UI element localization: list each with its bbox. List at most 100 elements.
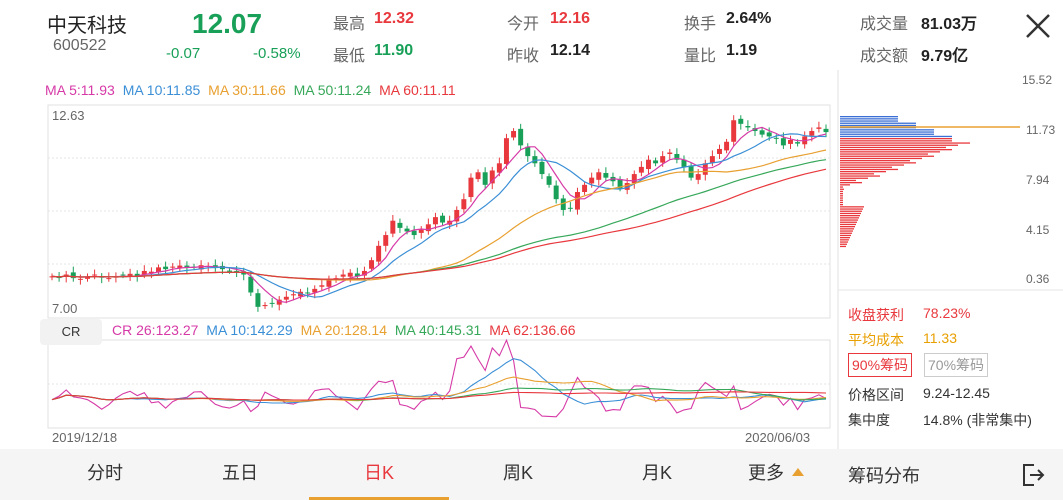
chip-bar: [840, 162, 916, 164]
candle-body: [170, 266, 176, 268]
candle-body: [312, 288, 318, 293]
candle-body: [816, 127, 822, 129]
chip-bar: [840, 188, 844, 190]
tab-more[interactable]: 更多: [706, 449, 846, 500]
candle-body: [106, 278, 112, 280]
candle-body: [411, 230, 417, 236]
chip-bar: [840, 190, 843, 193]
chip-bar: [840, 146, 946, 149]
chip-bar: [840, 195, 843, 197]
candle-body: [752, 128, 758, 132]
chip-bar: [840, 118, 898, 120]
candle-body: [518, 128, 524, 146]
candle-body: [596, 172, 602, 180]
candle-body: [795, 142, 801, 144]
candle-body: [156, 267, 161, 273]
quote-open-label: 今开: [507, 16, 540, 33]
chip-range: 价格区间 9.24-12.45: [848, 385, 990, 405]
cr-line: [51, 391, 827, 401]
kline-chart[interactable]: [0, 70, 1063, 450]
chip-bar: [840, 199, 843, 201]
candle-body: [134, 273, 140, 276]
chip-bar: [840, 210, 862, 212]
ma30-legend: MA 30:11.66: [208, 82, 286, 98]
cr-ma62-legend: MA 62:136.66: [489, 322, 576, 338]
tab-daily-k[interactable]: 日K: [309, 449, 449, 500]
tab-five-day[interactable]: 五日: [222, 463, 258, 483]
close-icon[interactable]: [1022, 10, 1054, 42]
chip-avg-label: 平均成本: [848, 332, 904, 348]
candle-body: [127, 273, 133, 277]
tab-intraday[interactable]: 分时: [87, 463, 123, 483]
chip-bar: [840, 140, 952, 142]
chip-bar: [840, 138, 952, 140]
chip-bar: [840, 245, 846, 248]
candle-body: [77, 278, 83, 280]
chip-bar: [840, 228, 854, 230]
cr-legend: CR 26:123.27 MA 10:142.29 MA 20:128.14 M…: [112, 322, 580, 338]
chip-tab-70[interactable]: 70%筹码: [924, 353, 989, 377]
stock-change: -0.07: [166, 45, 201, 62]
exit-icon[interactable]: [1020, 462, 1046, 488]
stock-header: 中天科技 600522 12.07 -0.07 -0.58% 最高 12.32 …: [0, 0, 1063, 70]
candle-body: [290, 294, 296, 296]
chip-bar: [840, 206, 864, 208]
chip-bar: [840, 182, 862, 184]
chip-bar: [840, 208, 863, 210]
chip-bar: [840, 230, 853, 232]
candle-body: [283, 296, 289, 300]
candle-body: [148, 271, 154, 274]
candle-body: [567, 207, 573, 209]
candle-body: [653, 160, 659, 164]
chip-bar: [840, 155, 934, 157]
candle-body: [674, 153, 680, 160]
candle-body: [539, 161, 545, 175]
ma50-line: [51, 159, 827, 280]
ma60-legend: MA 60:11.11: [379, 82, 456, 98]
chip-bar: [840, 226, 855, 228]
candle-body: [163, 266, 169, 270]
candle-body: [724, 141, 730, 151]
quote-turnover-value: 2.64%: [726, 10, 772, 27]
cr-ma20-legend: MA 20:128.14: [300, 322, 387, 338]
candle-body: [589, 177, 595, 184]
candle-body: [645, 159, 651, 170]
chip-bar: [840, 144, 958, 146]
candle-body: [369, 260, 375, 269]
candle-body: [503, 138, 509, 165]
chip-bar: [840, 239, 849, 241]
tab-monthly-k[interactable]: 月K: [641, 463, 672, 483]
indicator-cr-button[interactable]: CR: [40, 319, 102, 345]
candle-body: [511, 131, 517, 138]
cr-line: [51, 338, 827, 418]
chip-bar: [840, 184, 850, 186]
candle-body: [809, 131, 815, 136]
chip-bar: [840, 221, 857, 223]
quote-high-label: 最高: [333, 16, 366, 33]
candle-body: [404, 228, 410, 232]
price-axis-bottom: 7.00: [52, 301, 78, 316]
chip-bar: [840, 237, 850, 239]
quote-low-value: 11.90: [374, 42, 414, 59]
quote-volume-ratio-value: 1.19: [726, 42, 758, 59]
candle-body: [198, 265, 204, 270]
tab-weekly-k[interactable]: 周K: [502, 463, 533, 483]
candle-body: [546, 176, 552, 185]
chip-concentration: 集中度 14.8% (非常集中): [848, 410, 1032, 430]
quote-prev-close-value: 12.14: [550, 42, 591, 59]
chip-bar: [840, 116, 898, 118]
stock-name: 中天科技: [47, 15, 127, 37]
ma60-line: [51, 168, 827, 280]
chip-tab-90[interactable]: 90%筹码: [848, 353, 913, 377]
candle-body: [766, 132, 772, 137]
chip-bar: [840, 175, 880, 177]
chip-bar: [840, 164, 904, 166]
chip-distribution-title: 筹码分布: [848, 466, 920, 486]
candle-body: [70, 272, 76, 279]
candle-body: [780, 138, 786, 146]
date-end: 2020/06/03: [745, 430, 811, 445]
candle-body: [695, 174, 701, 180]
cr-ma10-legend: MA 10:142.29: [206, 322, 293, 338]
quote-volume-label: 成交量: [860, 16, 909, 33]
candle-body: [560, 198, 566, 210]
